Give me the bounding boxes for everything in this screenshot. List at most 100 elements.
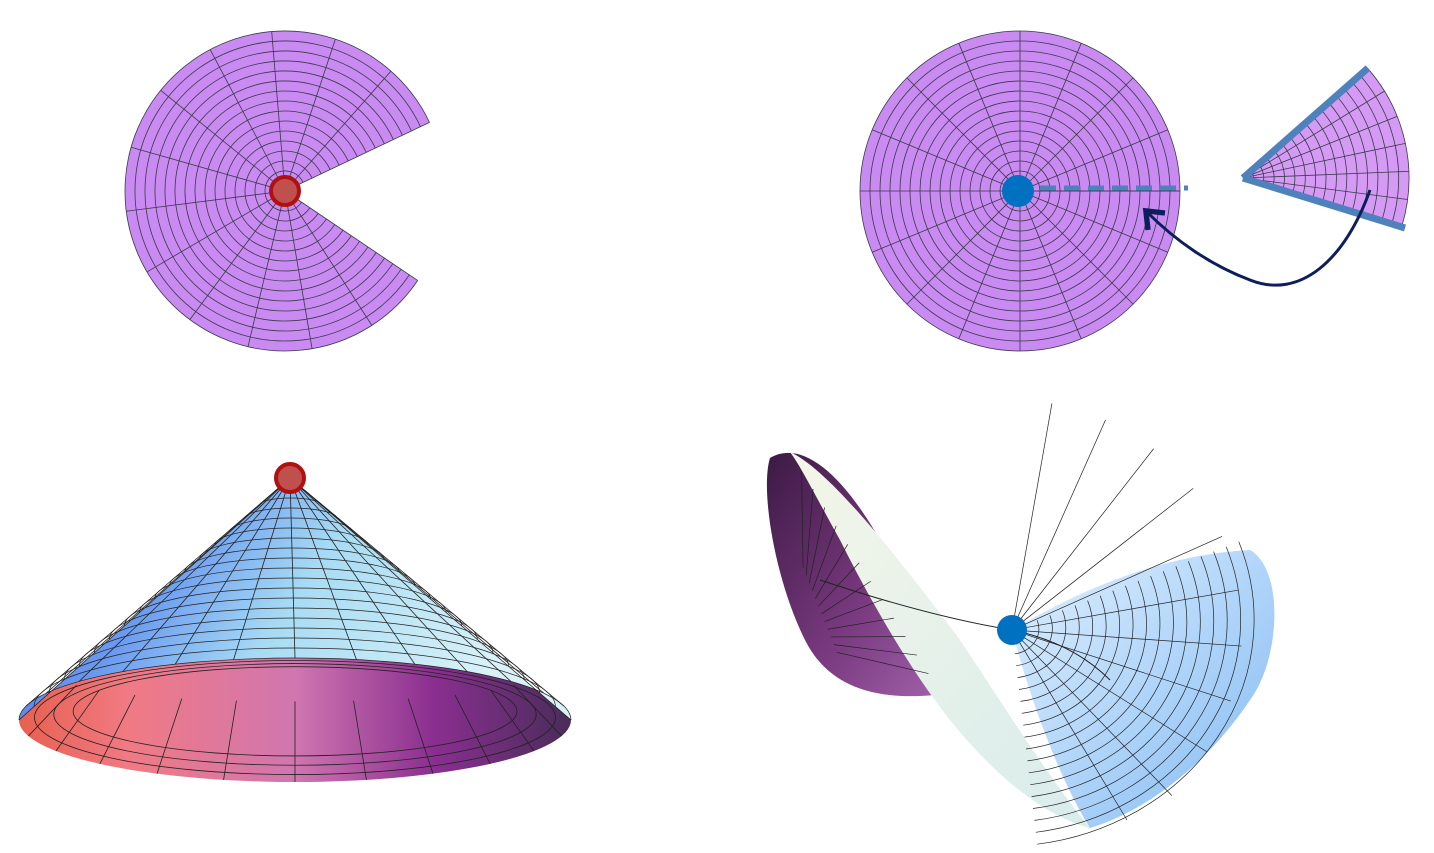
- grid-line: [821, 580, 871, 615]
- grid-ring: [124, 30, 430, 352]
- grid-ring: [194, 100, 367, 282]
- grid-spoke: [1019, 190, 1168, 253]
- grid-ring: [244, 150, 322, 232]
- grid-line: [55, 690, 100, 752]
- grid-ring: [134, 40, 421, 342]
- grid-ring: [184, 547, 400, 573]
- grid-ring: [18, 657, 572, 721]
- grid-spoke: [1011, 448, 1154, 631]
- grid-line: [28, 685, 77, 737]
- grid-line: [223, 700, 237, 780]
- grid-spoke: [284, 190, 373, 326]
- grid-ring: [1014, 620, 1040, 655]
- grid-spoke: [247, 190, 286, 347]
- grid-ring: [1017, 610, 1067, 678]
- grid-line: [824, 599, 883, 622]
- grid-spoke: [209, 49, 286, 192]
- apex-dot: [269, 175, 301, 207]
- grid-ring: [259, 497, 322, 505]
- grid-ring: [214, 527, 369, 546]
- grid-ring: [1016, 615, 1053, 667]
- grid-spoke: [958, 190, 1021, 339]
- edge: [1240, 65, 1371, 181]
- grid-spoke: [1011, 403, 1053, 631]
- arrow: [1142, 189, 1372, 287]
- grid-ring: [199, 537, 385, 559]
- grid-ring: [169, 557, 416, 586]
- grid-ring: [78, 617, 509, 667]
- grid-ring: [1023, 590, 1120, 726]
- grid-ring: [204, 110, 358, 272]
- grid-spoke: [1242, 115, 1398, 179]
- grid-ring: [1037, 541, 1255, 845]
- grid-ring: [139, 577, 447, 613]
- grid-ring: [63, 627, 525, 680]
- grid-ring: [1367, 68, 1410, 228]
- grid-ring: [154, 567, 431, 600]
- apex-dot: [274, 462, 306, 494]
- grid-spoke: [1011, 536, 1223, 631]
- grid-spoke: [1011, 629, 1173, 796]
- grid-ring: [1021, 595, 1107, 714]
- grid-ring: [1025, 580, 1147, 750]
- grid-ring: [254, 160, 313, 222]
- wedge: [1240, 65, 1410, 232]
- grid-spoke: [1242, 177, 1408, 200]
- grid-ring: [234, 140, 331, 242]
- grid-spoke: [1242, 142, 1406, 179]
- grid-ring: [53, 663, 537, 766]
- grid-ring: [184, 90, 376, 292]
- grid-ring: [229, 517, 353, 532]
- grid-spoke: [146, 190, 286, 273]
- saddle-surface: [766, 403, 1275, 845]
- grid-line: [353, 700, 367, 780]
- grid-spoke: [872, 129, 1021, 192]
- grid-ring: [174, 80, 385, 302]
- grid-ring: [33, 647, 556, 707]
- grid-spoke: [1019, 129, 1168, 192]
- grid-spoke: [872, 190, 1021, 253]
- grid-spoke: [1242, 170, 1409, 179]
- grid-spoke: [1019, 43, 1082, 192]
- edge: [1241, 174, 1407, 232]
- grid-ring: [1031, 561, 1201, 797]
- grid-ring: [144, 50, 412, 332]
- grid-spoke: [284, 39, 336, 192]
- grid-line: [811, 525, 837, 591]
- grid-spoke: [130, 146, 286, 192]
- grid-line: [490, 690, 535, 752]
- grid-ring: [124, 587, 463, 626]
- grid-ring: [72, 666, 518, 757]
- grid-line: [818, 562, 860, 607]
- grid-spoke: [1011, 629, 1242, 647]
- grid-line: [836, 651, 929, 674]
- grid-ring: [48, 637, 541, 694]
- grid-ring: [34, 660, 556, 775]
- grid-ring: [1028, 571, 1174, 774]
- grid-spoke: [284, 190, 418, 281]
- grid-line: [827, 617, 894, 630]
- grid-ring: [1035, 546, 1241, 833]
- grid-ring: [164, 70, 394, 312]
- grid-spoke: [284, 122, 430, 192]
- grid-spoke: [958, 43, 1021, 192]
- grid-ring: [154, 60, 403, 322]
- grid-ring: [264, 170, 304, 212]
- grid-line: [805, 488, 814, 576]
- grid-spoke: [906, 77, 1021, 192]
- cone: [18, 477, 572, 782]
- grid-spoke: [160, 90, 286, 192]
- grid-line: [513, 685, 562, 737]
- grid-ring: [1034, 551, 1228, 821]
- grid-spoke: [271, 31, 286, 192]
- grid-line: [815, 544, 848, 599]
- grid-spoke: [1019, 190, 1134, 305]
- grid-ring: [1030, 566, 1188, 786]
- grid-spoke: [284, 70, 392, 192]
- lobe: [1012, 550, 1275, 828]
- grid-ring: [1020, 600, 1094, 702]
- grid-ring: [108, 597, 478, 640]
- grid-spoke: [126, 190, 286, 212]
- grid-ring: [244, 507, 338, 519]
